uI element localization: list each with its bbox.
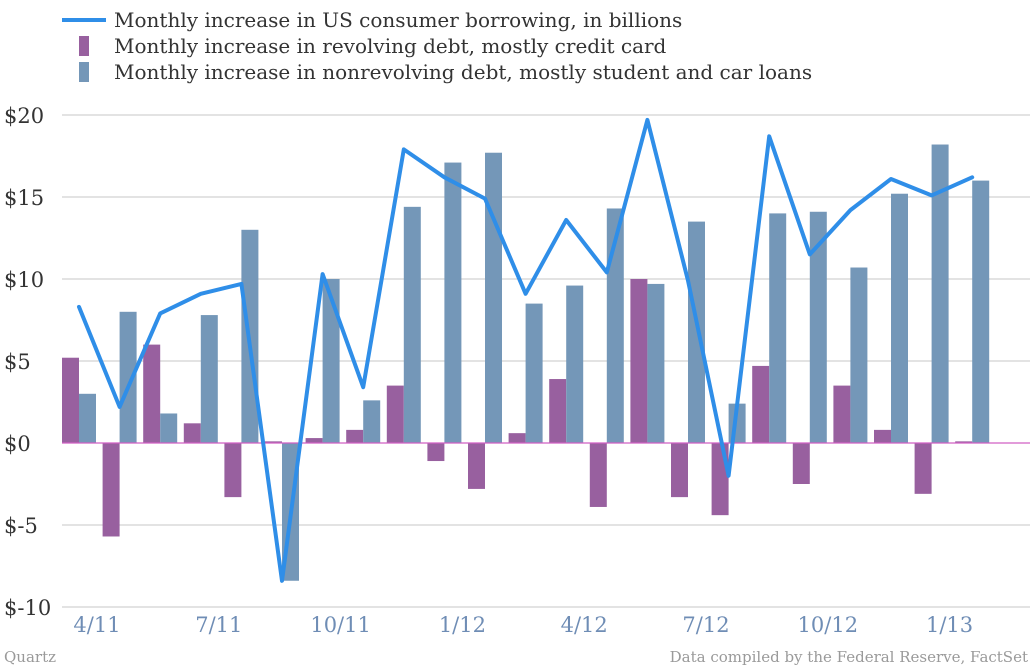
bar-nonrevolving — [809, 211, 827, 443]
x-tick-label: 10/11 — [310, 613, 371, 637]
y-tick-label: $15 — [4, 186, 44, 210]
bar-nonrevolving — [322, 279, 340, 443]
bar-nonrevolving — [485, 152, 502, 443]
y-tick-label: $-5 — [4, 514, 38, 538]
bar-revolving — [183, 423, 201, 443]
bar-nonrevolving — [566, 285, 584, 443]
bar-revolving — [102, 443, 120, 537]
bar-revolving — [874, 429, 891, 443]
bar-nonrevolving — [79, 393, 96, 443]
bar-revolving — [386, 385, 404, 443]
bar-revolving — [630, 279, 648, 443]
bar-revolving — [427, 443, 445, 462]
bar-nonrevolving — [647, 283, 665, 443]
bar-nonrevolving — [363, 400, 381, 443]
y-tick-label: $-10 — [4, 596, 51, 620]
bar-nonrevolving — [850, 267, 868, 443]
y-axis: $20 $15 $10 $5 $0 $-5 $-10 — [4, 104, 51, 620]
legend-label: Monthly increase in revolving debt, most… — [114, 34, 667, 58]
x-tick-label: 4/12 — [561, 613, 608, 637]
bar-nonrevolving — [200, 315, 218, 443]
bar-revolving — [589, 443, 607, 507]
legend: Monthly increase in US consumer borrowin… — [62, 8, 812, 84]
bar-revolving — [508, 433, 526, 443]
legend-label: Monthly increase in nonrevolving debt, m… — [114, 60, 812, 84]
x-tick-label: 4/11 — [73, 613, 120, 637]
y-tick-label: $20 — [4, 104, 44, 128]
x-axis: 4/11 7/11 10/11 1/12 4/12 7/12 10/12 1/13 — [73, 613, 973, 637]
x-tick-label: 7/11 — [195, 613, 242, 637]
bar-nonrevolving — [972, 180, 990, 443]
x-tick-label: 10/12 — [798, 613, 859, 637]
y-tick-label: $0 — [4, 432, 31, 456]
x-tick-label: 7/12 — [682, 613, 729, 637]
bar-revolving — [914, 443, 932, 494]
bar-revolving — [792, 443, 810, 484]
bar-nonrevolving — [119, 311, 137, 443]
bar-revolving — [62, 357, 79, 443]
x-tick-label: 1/13 — [926, 613, 973, 637]
footer-credit: Quartz — [4, 648, 56, 666]
line-series — [77, 117, 975, 583]
bar-nonrevolving — [891, 193, 908, 443]
bar-nonrevolving — [403, 206, 421, 443]
x-tick-label: 1/12 — [439, 613, 486, 637]
bar-nonrevolving — [444, 162, 462, 443]
gridlines — [62, 114, 1030, 608]
bar-nonrevolving — [931, 144, 949, 443]
bar-revolving — [955, 441, 973, 443]
bar-revolving — [224, 443, 242, 498]
bar-revolving — [346, 429, 364, 443]
bar-revolving — [265, 441, 282, 443]
bar-revolving — [833, 385, 851, 443]
bar-revolving — [468, 443, 485, 489]
bar-revolving — [143, 344, 161, 443]
bar-nonrevolving — [160, 413, 178, 443]
bar-revolving — [752, 365, 770, 443]
legend-label: Monthly increase in US consumer borrowin… — [114, 8, 682, 32]
y-tick-label: $10 — [4, 268, 44, 292]
bar-nonrevolving — [525, 303, 543, 443]
legend-bar-swatch — [79, 62, 89, 82]
bar-revolving — [305, 438, 323, 443]
bar-nonrevolving — [688, 221, 705, 443]
y-tick-label: $5 — [4, 350, 31, 374]
footer-source: Data compiled by the Federal Reserve, Fa… — [670, 648, 1028, 666]
bar-revolving — [671, 443, 688, 498]
legend-bar-swatch — [79, 36, 89, 56]
bar-revolving — [549, 379, 567, 443]
bar-nonrevolving — [606, 208, 624, 443]
bar-nonrevolving — [769, 213, 787, 443]
